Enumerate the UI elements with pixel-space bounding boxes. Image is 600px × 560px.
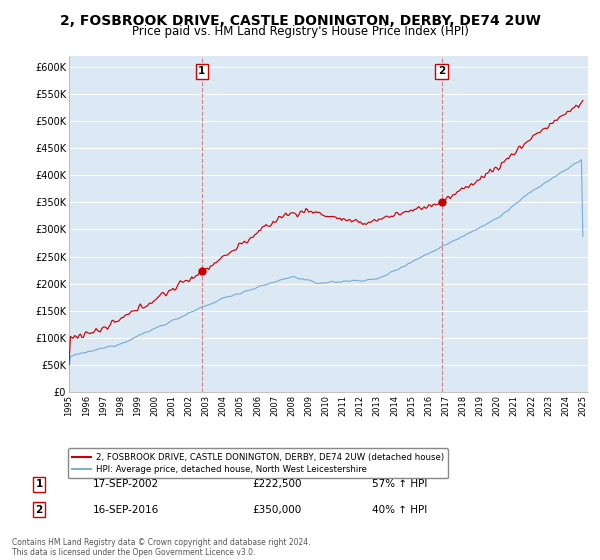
Legend: 2, FOSBROOK DRIVE, CASTLE DONINGTON, DERBY, DE74 2UW (detached house), HPI: Aver: 2, FOSBROOK DRIVE, CASTLE DONINGTON, DER… <box>68 449 448 478</box>
Text: 57% ↑ HPI: 57% ↑ HPI <box>372 479 427 489</box>
Text: 1: 1 <box>35 479 43 489</box>
Text: 17-SEP-2002: 17-SEP-2002 <box>93 479 159 489</box>
Text: 40% ↑ HPI: 40% ↑ HPI <box>372 505 427 515</box>
Text: £350,000: £350,000 <box>252 505 301 515</box>
Text: 2: 2 <box>438 66 445 76</box>
Text: 2, FOSBROOK DRIVE, CASTLE DONINGTON, DERBY, DE74 2UW: 2, FOSBROOK DRIVE, CASTLE DONINGTON, DER… <box>59 14 541 28</box>
Text: £222,500: £222,500 <box>252 479 302 489</box>
Text: 1: 1 <box>198 66 205 76</box>
Text: Price paid vs. HM Land Registry's House Price Index (HPI): Price paid vs. HM Land Registry's House … <box>131 25 469 38</box>
Text: Contains HM Land Registry data © Crown copyright and database right 2024.
This d: Contains HM Land Registry data © Crown c… <box>12 538 311 557</box>
Text: 2: 2 <box>35 505 43 515</box>
Text: 16-SEP-2016: 16-SEP-2016 <box>93 505 159 515</box>
